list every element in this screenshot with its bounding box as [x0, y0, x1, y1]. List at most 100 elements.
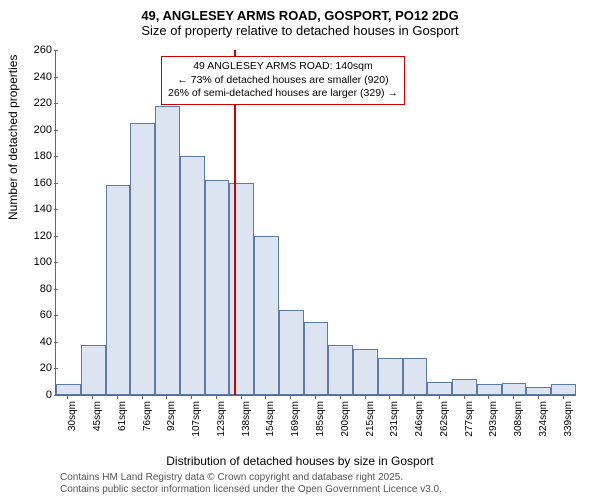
xtick-label: 293sqm [488, 401, 499, 441]
histogram-bar [353, 349, 378, 395]
annotation-box: 49 ANGLESEY ARMS ROAD: 140sqm← 73% of de… [161, 56, 405, 105]
histogram-bar [180, 156, 205, 395]
ytick-mark [54, 236, 58, 237]
plot-area: 49 ANGLESEY ARMS ROAD: 140sqm← 73% of de… [55, 50, 576, 396]
histogram-bar [551, 384, 576, 395]
xtick-mark [389, 395, 390, 399]
xtick-label: 92sqm [166, 401, 177, 441]
ytick-label: 40 [22, 336, 52, 348]
xtick-label: 200sqm [340, 401, 351, 441]
xtick-mark [265, 395, 266, 399]
ytick-mark [54, 368, 58, 369]
chart-title-desc: Size of property relative to detached ho… [0, 23, 600, 42]
xtick-mark [241, 395, 242, 399]
ytick-mark [54, 342, 58, 343]
ytick-label: 0 [22, 389, 52, 401]
xtick-label: 339sqm [563, 401, 574, 441]
histogram-bar [477, 384, 502, 395]
ytick-mark [54, 77, 58, 78]
ytick-label: 220 [22, 97, 52, 109]
xtick-mark [290, 395, 291, 399]
xtick-mark [538, 395, 539, 399]
y-axis-label: Number of detached properties [6, 55, 20, 220]
xtick-mark [464, 395, 465, 399]
xtick-mark [216, 395, 217, 399]
ytick-label: 240 [22, 71, 52, 83]
histogram-bar [304, 322, 329, 395]
ytick-mark [54, 50, 58, 51]
annotation-line: 49 ANGLESEY ARMS ROAD: 140sqm [168, 60, 398, 74]
ytick-mark [54, 183, 58, 184]
xtick-mark [117, 395, 118, 399]
ytick-mark [54, 103, 58, 104]
ytick-mark [54, 130, 58, 131]
ytick-mark [54, 289, 58, 290]
xtick-label: 215sqm [365, 401, 376, 441]
xtick-mark [191, 395, 192, 399]
annotation-line: 26% of semi-detached houses are larger (… [168, 87, 398, 101]
ytick-mark [54, 156, 58, 157]
ytick-mark [54, 209, 58, 210]
xtick-label: 107sqm [191, 401, 202, 441]
histogram-bar [155, 106, 180, 395]
chart-title-address: 49, ANGLESEY ARMS ROAD, GOSPORT, PO12 2D… [0, 0, 600, 23]
xtick-mark [142, 395, 143, 399]
histogram-bar [502, 383, 527, 395]
attribution-text: Contains HM Land Registry data © Crown c… [60, 472, 442, 496]
xtick-label: 154sqm [265, 401, 276, 441]
ytick-mark [54, 395, 58, 396]
xtick-mark [513, 395, 514, 399]
xtick-label: 185sqm [315, 401, 326, 441]
x-axis-label: Distribution of detached houses by size … [0, 454, 600, 468]
ytick-mark [54, 315, 58, 316]
xtick-label: 138sqm [241, 401, 252, 441]
ytick-label: 100 [22, 256, 52, 268]
histogram-bar [254, 236, 279, 395]
xtick-label: 231sqm [389, 401, 400, 441]
xtick-mark [563, 395, 564, 399]
xtick-label: 61sqm [117, 401, 128, 441]
histogram-bar [106, 185, 131, 395]
histogram-bar [205, 180, 230, 395]
ytick-label: 140 [22, 203, 52, 215]
histogram-bar [526, 387, 551, 395]
ytick-label: 180 [22, 150, 52, 162]
xtick-label: 246sqm [414, 401, 425, 441]
ytick-label: 80 [22, 283, 52, 295]
xtick-mark [67, 395, 68, 399]
histogram-bar [130, 123, 155, 395]
xtick-label: 45sqm [92, 401, 103, 441]
xtick-mark [315, 395, 316, 399]
histogram-bar [328, 345, 353, 395]
histogram-bar [427, 382, 452, 395]
histogram-bar [279, 310, 304, 395]
attribution-line2: Contains public sector information licen… [60, 484, 442, 496]
annotation-line: ← 73% of detached houses are smaller (92… [168, 74, 398, 88]
xtick-label: 308sqm [513, 401, 524, 441]
chart-container: 49, ANGLESEY ARMS ROAD, GOSPORT, PO12 2D… [0, 0, 600, 500]
histogram-bar [56, 384, 81, 395]
xtick-label: 324sqm [538, 401, 549, 441]
ytick-label: 200 [22, 124, 52, 136]
ytick-mark [54, 262, 58, 263]
xtick-mark [414, 395, 415, 399]
xtick-mark [488, 395, 489, 399]
histogram-bar [403, 358, 428, 395]
ytick-label: 120 [22, 230, 52, 242]
xtick-label: 277sqm [464, 401, 475, 441]
histogram-bar [81, 345, 106, 395]
xtick-label: 76sqm [142, 401, 153, 441]
ytick-label: 160 [22, 177, 52, 189]
xtick-label: 169sqm [290, 401, 301, 441]
ytick-label: 20 [22, 362, 52, 374]
ytick-label: 60 [22, 309, 52, 321]
xtick-mark [166, 395, 167, 399]
xtick-mark [439, 395, 440, 399]
ytick-label: 260 [22, 44, 52, 56]
xtick-label: 30sqm [67, 401, 78, 441]
xtick-mark [340, 395, 341, 399]
histogram-bar [452, 379, 477, 395]
attribution-line1: Contains HM Land Registry data © Crown c… [60, 472, 442, 484]
xtick-mark [365, 395, 366, 399]
histogram-bar [229, 183, 254, 395]
